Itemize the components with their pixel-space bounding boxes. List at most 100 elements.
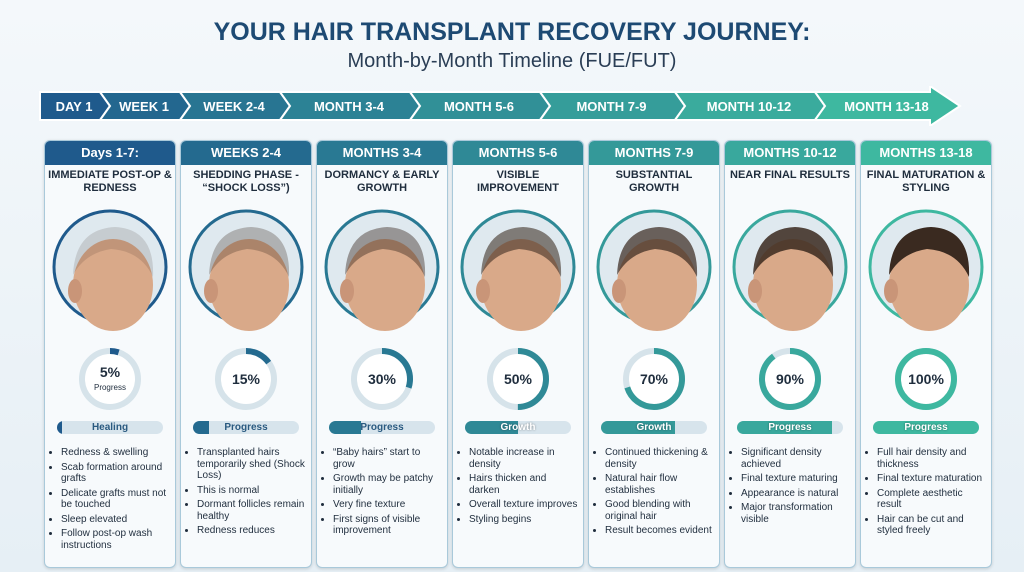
bullet: Final texture maturing bbox=[741, 473, 851, 485]
card: Days 1-7: IMMEDIATE POST-OP & REDNESS 5% Pr… bbox=[44, 140, 176, 568]
bullet: Sleep elevated bbox=[61, 514, 171, 526]
bullet-list: “Baby hairs” start to grow Growth may be … bbox=[323, 447, 443, 540]
hair bbox=[889, 227, 970, 277]
card-period: WEEKS 2-4 bbox=[181, 141, 311, 165]
bullet: Notable increase in density bbox=[469, 447, 579, 470]
bullet-list: Notable increase in density Hairs thicken… bbox=[459, 447, 579, 528]
timeline-step bbox=[813, 86, 962, 126]
head bbox=[73, 239, 153, 331]
bullet-list: Continued thickening & density Natural ha… bbox=[595, 447, 715, 540]
bullet: Appearance is natural bbox=[741, 488, 851, 500]
card-period: Days 1-7: bbox=[45, 141, 175, 165]
hair bbox=[481, 227, 562, 277]
bullet: Significant density achieved bbox=[741, 447, 851, 470]
card-period: MONTHS 5-6 bbox=[453, 141, 583, 165]
bullet: Good blending with original hair bbox=[605, 499, 715, 522]
bullet: Full hair density and thickness bbox=[877, 447, 987, 470]
stage-bar: Growth bbox=[465, 421, 571, 434]
card-graphics: 30% bbox=[324, 209, 440, 410]
ring-progress bbox=[79, 348, 141, 410]
stage-fill bbox=[873, 421, 979, 434]
ear bbox=[748, 279, 762, 303]
timeline: DAY 1 WEEK 1 WEEK 2-4 MONTH 3-4 MONTH 5-6 MON… bbox=[39, 86, 962, 126]
card-period: MONTHS 3-4 bbox=[317, 141, 447, 165]
bullet-list: Significant density achieved Final textur… bbox=[731, 447, 851, 528]
bullet: Redness reduces bbox=[197, 525, 307, 537]
bullet: Final texture maturation bbox=[877, 473, 987, 485]
ring-progress bbox=[895, 348, 957, 410]
timeline-label: MONTH 10-12 bbox=[707, 99, 792, 114]
bullet: Styling begins bbox=[469, 514, 579, 526]
ear bbox=[340, 279, 354, 303]
card-period: MONTHS 10-12 bbox=[725, 141, 855, 165]
ring-label: 5% bbox=[100, 364, 121, 380]
head bbox=[617, 239, 697, 331]
card-graphics: 70% bbox=[596, 209, 712, 410]
stage-label: Progress bbox=[904, 422, 948, 433]
stage-fill bbox=[465, 421, 518, 434]
stage-label: Progress bbox=[360, 422, 404, 433]
card-title: IMMEDIATE POST-OP & REDNESS bbox=[48, 169, 172, 194]
bullet: “Baby hairs” start to grow bbox=[333, 447, 443, 470]
stage-fill bbox=[737, 421, 833, 434]
stage-bar: Growth bbox=[601, 421, 707, 434]
hair bbox=[73, 227, 154, 277]
bullet: Follow post-op wash instructions bbox=[61, 528, 171, 551]
bullet: Complete aesthetic result bbox=[877, 488, 987, 511]
timeline-label: DAY 1 bbox=[56, 99, 93, 114]
card-title: NEAR FINAL RESULTS bbox=[730, 169, 850, 181]
ring-label: 50% bbox=[504, 371, 533, 387]
bullet: Continued thickening & density bbox=[605, 447, 715, 470]
hair bbox=[753, 227, 834, 277]
card-graphics: 50% bbox=[460, 209, 576, 410]
card-graphics: 15% bbox=[188, 209, 304, 410]
bullet: Growth may be patchy initially bbox=[333, 473, 443, 496]
card-graphics: 90% bbox=[732, 209, 848, 410]
timeline-label: MONTH 5-6 bbox=[444, 99, 514, 114]
card: WEEKS 2-4 SHEDDING PHASE - “SHOCK LOSS”) 1… bbox=[180, 140, 312, 568]
bullet-list: Redness & swelling Scab formation around … bbox=[51, 447, 171, 554]
bullet-list: Transplanted hairs temporarily shed (Sho… bbox=[187, 447, 307, 540]
card-graphics: 100% bbox=[868, 209, 984, 410]
stage-fill bbox=[329, 421, 361, 434]
stage-label: Progress bbox=[768, 422, 812, 433]
bullet-list: Full hair density and thickness Final tex… bbox=[867, 447, 987, 540]
card-graphics: 5% Progress bbox=[52, 209, 168, 410]
stage-fill bbox=[57, 421, 63, 434]
head bbox=[481, 239, 561, 331]
card-title: SUBSTANTIAL GROWTH bbox=[615, 169, 693, 194]
timeline-label: MONTH 7-9 bbox=[576, 99, 646, 114]
ring-label: 30% bbox=[368, 371, 397, 387]
timeline-label: MONTH 3-4 bbox=[314, 99, 385, 114]
hair bbox=[209, 227, 290, 277]
bullet: First signs of visible improvement bbox=[333, 514, 443, 537]
ear bbox=[204, 279, 218, 303]
bullet: Hairs thicken and darken bbox=[469, 473, 579, 496]
hair bbox=[617, 227, 698, 277]
ring-label: 15% bbox=[232, 371, 261, 387]
card: MONTHS 13-18 FINAL MATURATION & STYLING 10… bbox=[860, 140, 992, 568]
bullet: Delicate grafts must not be touched bbox=[61, 488, 171, 511]
bullet: Redness & swelling bbox=[61, 447, 171, 459]
timeline-label: WEEK 1 bbox=[119, 99, 169, 114]
card-title: FINAL MATURATION & STYLING bbox=[866, 169, 986, 194]
ring-progress bbox=[215, 348, 277, 410]
stage-bar: Progress bbox=[873, 421, 979, 434]
ring-label: 100% bbox=[908, 371, 944, 387]
hair bbox=[345, 227, 426, 277]
stage-fill bbox=[601, 421, 676, 434]
head bbox=[889, 239, 969, 331]
bullet: Hair can be cut and styled freely bbox=[877, 514, 987, 537]
ring-caption: Progress bbox=[94, 383, 126, 392]
card: MONTHS 7-9 SUBSTANTIAL GROWTH 70% Growth Con… bbox=[588, 140, 720, 568]
head bbox=[209, 239, 289, 331]
ring-progress bbox=[351, 348, 413, 410]
bullet: Overall texture improves bbox=[469, 499, 579, 511]
stage-label: Healing bbox=[91, 422, 129, 433]
stage-fill bbox=[193, 421, 209, 434]
ear bbox=[476, 279, 490, 303]
bullet: Scab formation around grafts bbox=[61, 462, 171, 485]
ring-progress bbox=[623, 348, 685, 410]
bullet: Transplanted hairs temporarily shed (Sho… bbox=[197, 447, 307, 482]
